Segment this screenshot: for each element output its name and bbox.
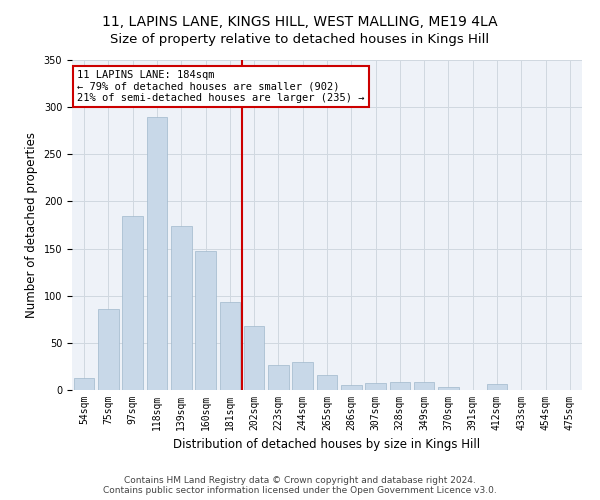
Bar bbox=[268, 364, 289, 390]
Bar bbox=[365, 384, 386, 390]
Bar bbox=[244, 326, 265, 390]
Bar bbox=[74, 378, 94, 390]
Text: 11, LAPINS LANE, KINGS HILL, WEST MALLING, ME19 4LA: 11, LAPINS LANE, KINGS HILL, WEST MALLIN… bbox=[102, 15, 498, 29]
X-axis label: Distribution of detached houses by size in Kings Hill: Distribution of detached houses by size … bbox=[173, 438, 481, 452]
Bar bbox=[195, 252, 216, 390]
Bar bbox=[122, 216, 143, 390]
Text: 11 LAPINS LANE: 184sqm
← 79% of detached houses are smaller (902)
21% of semi-de: 11 LAPINS LANE: 184sqm ← 79% of detached… bbox=[77, 70, 365, 103]
Bar bbox=[487, 384, 508, 390]
Bar bbox=[292, 362, 313, 390]
Y-axis label: Number of detached properties: Number of detached properties bbox=[25, 132, 38, 318]
Bar bbox=[438, 387, 459, 390]
Bar bbox=[389, 382, 410, 390]
Bar bbox=[171, 226, 191, 390]
Bar bbox=[98, 309, 119, 390]
Bar bbox=[341, 386, 362, 390]
Bar bbox=[146, 116, 167, 390]
Text: Contains HM Land Registry data © Crown copyright and database right 2024.
Contai: Contains HM Land Registry data © Crown c… bbox=[103, 476, 497, 495]
Bar bbox=[414, 382, 434, 390]
Bar bbox=[220, 302, 240, 390]
Text: Size of property relative to detached houses in Kings Hill: Size of property relative to detached ho… bbox=[110, 32, 490, 46]
Bar bbox=[317, 375, 337, 390]
